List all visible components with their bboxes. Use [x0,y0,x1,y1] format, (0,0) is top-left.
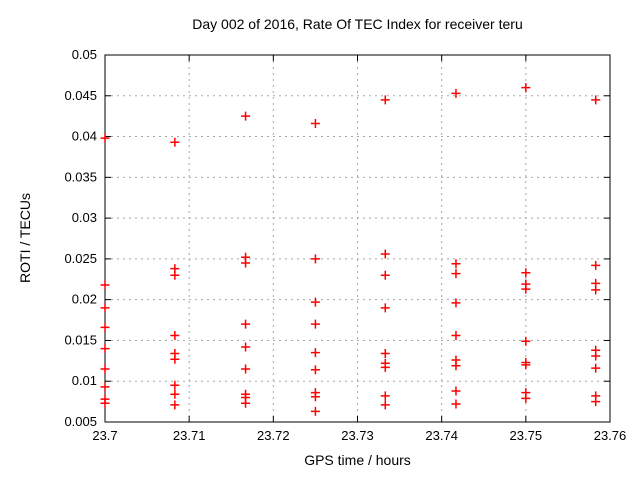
x-tick-label: 23.73 [341,428,374,443]
data-point-marker [310,392,320,402]
data-point-marker [591,397,601,407]
data-point-marker [380,249,390,259]
data-point-marker [380,95,390,105]
x-tick-label: 23.75 [510,428,543,443]
data-point-marker [310,365,320,375]
x-tick-label: 23.71 [173,428,206,443]
data-point-marker [451,298,461,308]
data-point-marker [591,285,601,295]
data-point-marker [241,342,251,352]
y-tick-label: 0.005 [64,414,97,429]
data-point-marker [521,393,531,403]
data-point-marker [310,319,320,329]
data-point-marker [310,406,320,416]
data-point-marker [310,297,320,307]
data-point-marker [241,319,251,329]
data-point-marker [451,361,461,371]
data-point-marker [241,111,251,121]
data-point-marker [100,322,110,332]
data-point-marker [100,280,110,290]
data-point-marker [521,268,531,278]
data-point-marker [521,336,531,346]
data-point-marker [170,354,180,364]
data-point-marker [100,398,110,408]
y-axis-label: ROTI / TECUs [17,193,33,283]
data-point-marker [170,400,180,410]
y-tick-label: 0.035 [64,169,97,184]
data-point-marker [380,391,390,401]
data-point-marker [380,362,390,372]
data-point-marker [451,386,461,396]
data-point-marker [521,284,531,294]
data-point-marker [380,303,390,313]
data-point-marker [100,382,110,392]
data-point-marker [100,344,110,354]
data-point-marker [521,360,531,370]
data-point-marker [380,348,390,358]
data-point-marker [451,88,461,98]
data-point-marker [100,303,110,313]
data-point-marker [591,363,601,373]
data-point-marker [241,398,251,408]
y-tick-label: 0.05 [72,47,97,62]
data-point-marker [591,95,601,105]
data-point-marker [170,137,180,147]
y-tick-label: 0.03 [72,210,97,225]
data-point-marker [100,364,110,374]
y-tick-label: 0.045 [64,88,97,103]
x-tick-label: 23.74 [425,428,458,443]
y-tick-label: 0.02 [72,292,97,307]
data-point-marker [100,133,110,143]
data-point-marker [170,389,180,399]
data-point-marker [591,351,601,361]
x-axis-label: GPS time / hours [304,452,411,468]
data-point-marker [521,83,531,93]
data-point-marker [310,254,320,264]
chart-title: Day 002 of 2016, Rate Of TEC Index for r… [192,16,523,32]
y-tick-label: 0.04 [72,129,97,144]
y-tick-label: 0.015 [64,332,97,347]
data-point-marker [451,269,461,279]
data-point-marker [170,270,180,280]
data-point-marker [380,400,390,410]
x-tick-label: 23.7 [92,428,117,443]
data-point-marker [451,399,461,409]
data-point-marker [170,380,180,390]
x-tick-label: 23.72 [257,428,290,443]
data-point-marker [310,348,320,358]
data-point-marker [310,119,320,129]
y-tick-label: 0.01 [72,373,97,388]
data-point-marker [591,260,601,270]
data-point-marker [170,331,180,341]
data-point-marker [380,270,390,280]
y-tick-label: 0.025 [64,251,97,266]
x-tick-label: 23.76 [594,428,627,443]
data-point-marker [241,258,251,268]
data-point-marker [451,331,461,341]
data-point-marker [241,364,251,374]
data-point-marker [451,259,461,269]
